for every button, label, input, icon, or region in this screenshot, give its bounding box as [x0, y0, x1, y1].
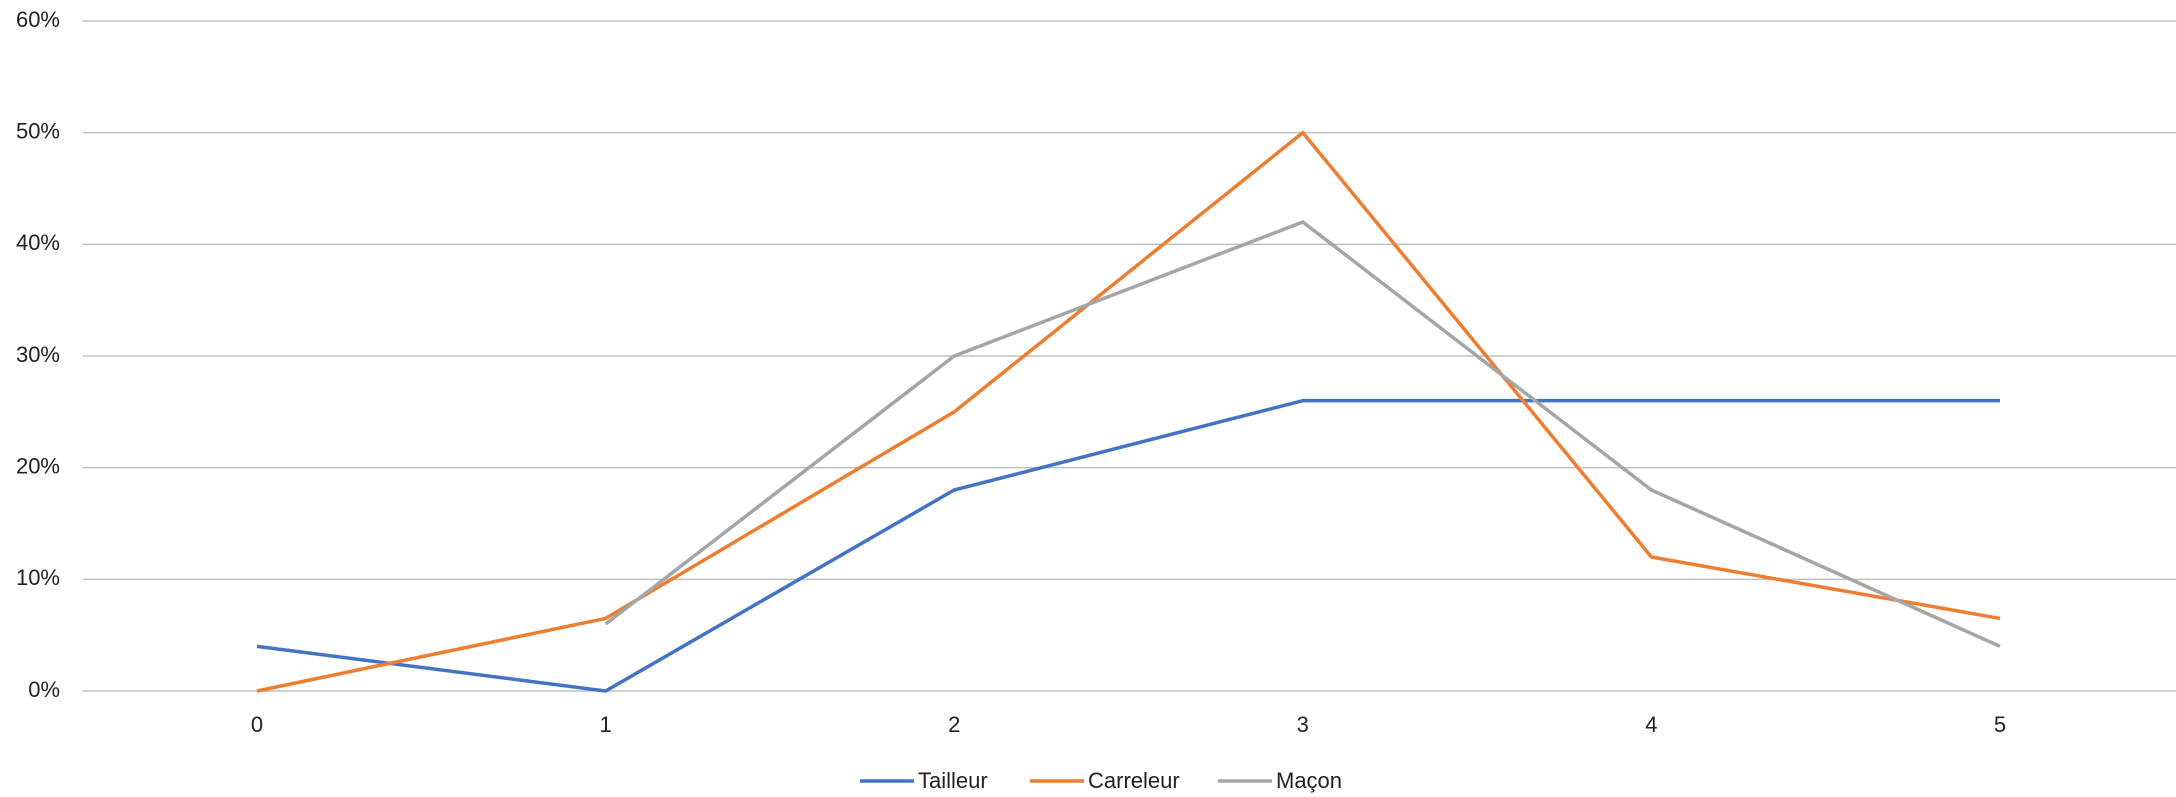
x-tick-label: 3 — [1297, 712, 1309, 737]
y-tick-label: 60% — [16, 7, 60, 32]
series-line — [604, 220, 2001, 648]
y-tick-label: 40% — [16, 230, 60, 255]
y-tick-label: 0% — [28, 677, 60, 702]
x-tick-label: 1 — [599, 712, 611, 737]
x-tick-label: 2 — [948, 712, 960, 737]
series-line — [256, 130, 2001, 693]
legend-label: Carreleur — [1088, 768, 1180, 793]
x-tick-label: 0 — [251, 712, 263, 737]
y-tick-label: 30% — [16, 342, 60, 367]
y-tick-label: 10% — [16, 565, 60, 590]
x-tick-label: 5 — [1994, 712, 2006, 737]
y-tick-label: 20% — [16, 453, 60, 478]
legend-label: Maçon — [1276, 768, 1342, 793]
x-tick-label: 4 — [1645, 712, 1657, 737]
series-line — [256, 398, 2000, 693]
y-tick-label: 50% — [16, 118, 60, 143]
legend-label: Tailleur — [918, 768, 988, 793]
